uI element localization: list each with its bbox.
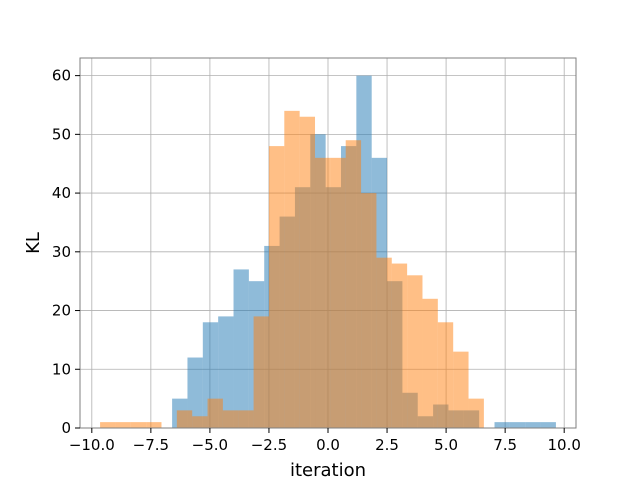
x-axis-label: iteration: [290, 460, 366, 480]
y-tick-label: 30: [52, 243, 71, 261]
histogram-bar-series-2: [345, 140, 362, 428]
y-tick-label: 10: [52, 360, 71, 378]
histogram-bar-series-2: [315, 157, 331, 429]
histogram-bar-series-2: [299, 116, 316, 428]
histogram-bar-series-2: [468, 398, 484, 428]
histogram-bar-series-2: [130, 422, 147, 428]
x-tick-label: 2.5: [375, 436, 399, 454]
y-tick-label: 40: [52, 184, 71, 202]
x-tick-label: −7.5: [133, 436, 169, 454]
histogram-bar-series-2: [361, 193, 377, 428]
axis-ticks: −10.0 −7.5 −5.0 −2.5 0.0 2.5 5.0 7.5 10.0 0 10 20 30…: [52, 67, 581, 454]
x-tick-label: 0.0: [316, 436, 340, 454]
histogram-bar-series-2: [207, 398, 223, 428]
histogram-bar-series-2: [268, 146, 285, 428]
x-tick-label: −5.0: [192, 436, 228, 454]
histogram-bar-series-1: [509, 422, 526, 428]
histogram-bar-series-1: [494, 422, 510, 428]
histogram-bar-series-2: [391, 263, 408, 428]
histogram-bar-series-2: [453, 351, 469, 428]
histogram-bar-series-1: [525, 422, 541, 428]
histogram-bar-series-2: [100, 422, 116, 428]
y-tick-label: 20: [52, 302, 71, 320]
histogram-bar-series-2: [176, 410, 193, 428]
histogram-bar-series-2: [284, 110, 300, 428]
histogram-bar-series-2: [422, 298, 438, 428]
histogram-bar-series-2: [376, 257, 392, 428]
histogram-bars: [100, 75, 556, 429]
histogram-bar-series-2: [192, 416, 208, 428]
histogram-bar-series-2: [115, 422, 131, 428]
histogram-bar-series-2: [238, 410, 254, 428]
histogram-bar-series-2: [407, 275, 423, 428]
histogram-bar-series-2: [330, 157, 346, 429]
x-tick-label: 5.0: [434, 436, 458, 454]
y-tick-label: 0: [61, 419, 71, 437]
y-tick-label: 50: [52, 125, 71, 143]
x-tick-label: −2.5: [251, 436, 287, 454]
histogram-bar-series-2: [146, 422, 162, 428]
histogram-bar-series-2: [222, 410, 239, 428]
y-tick-label: 60: [52, 67, 71, 85]
x-tick-label: 7.5: [493, 436, 517, 454]
histogram-bar-series-2: [253, 316, 269, 428]
x-tick-label: −10.0: [69, 436, 115, 454]
histogram-bar-series-2: [437, 322, 454, 428]
y-axis-label: KL: [23, 232, 44, 254]
histogram-bar-series-1: [233, 269, 249, 428]
histogram-bar-series-1: [540, 422, 556, 428]
x-tick-label: 10.0: [547, 436, 580, 454]
